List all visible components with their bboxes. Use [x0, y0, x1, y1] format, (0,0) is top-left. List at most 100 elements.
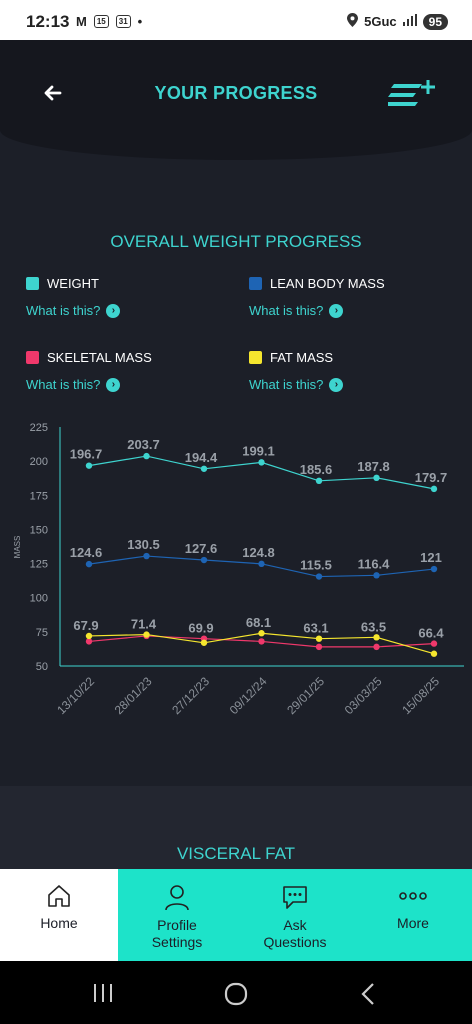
calendar-icon: 31 [115, 15, 131, 28]
x-tick-label: 03/03/25 [342, 674, 385, 717]
nav-label: More [397, 915, 429, 931]
data-point [315, 477, 323, 485]
data-point [373, 634, 380, 641]
x-tick-label: 13/10/22 [54, 674, 97, 717]
data-point [200, 465, 208, 472]
data-label: 66.4 [418, 626, 444, 641]
legend-label: SKELETAL MASS [47, 350, 152, 365]
y-tick-label: 75 [36, 627, 48, 639]
brand-logo-icon [385, 78, 442, 112]
data-point [143, 552, 150, 560]
status-time: 12:13 [26, 12, 70, 31]
data-point [85, 462, 93, 469]
data-label: 63.1 [303, 621, 328, 636]
data-label: 69.9 [188, 621, 213, 636]
what-is-this-label: What is this? [26, 303, 101, 318]
what-is-this-skeletal-mass[interactable]: What is this? › [26, 377, 121, 392]
data-point [258, 560, 265, 568]
back-button[interactable] [40, 80, 66, 106]
system-back-icon[interactable] [358, 982, 378, 1006]
status-right: 5Guc 95 [347, 13, 448, 30]
profile-icon [165, 885, 189, 911]
data-point [143, 452, 150, 460]
system-nav-bar [0, 961, 472, 1024]
data-point [85, 560, 93, 568]
x-tick-label: 09/12/24 [227, 674, 270, 717]
legend-lean-body-mass: LEAN BODY MASS [249, 276, 385, 291]
legend-fat-mass: FAT MASS [249, 350, 333, 365]
nav-home[interactable]: Home [0, 869, 118, 961]
data-point [430, 640, 438, 647]
y-tick-label: 175 [30, 490, 48, 502]
data-label: 199.1 [242, 443, 275, 458]
dot-icon: • [137, 14, 143, 29]
data-label: 124.8 [242, 545, 275, 560]
visceral-fat-title: VISCERAL FAT [176, 844, 296, 863]
nav-profile-settings[interactable]: Profile Settings [118, 869, 236, 961]
chevron-right-icon: › [106, 303, 121, 318]
status-bar: 12:13 M 15 31 • 5Guc 95 [0, 0, 472, 40]
nav-ask-questions[interactable]: Ask Questions [236, 869, 354, 961]
legend-skeletal-mass: SKELETAL MASS [26, 350, 152, 365]
x-tick-label: 29/01/25 [284, 674, 327, 717]
what-is-this-label: What is this? [249, 303, 324, 318]
y-tick-label: 100 [30, 593, 48, 605]
data-point [373, 572, 380, 579]
battery-icon: 95 [422, 13, 448, 30]
data-label: 203.7 [127, 437, 160, 452]
data-label: 116.4 [358, 556, 391, 571]
data-point [200, 639, 208, 646]
data-label: 130.5 [127, 537, 160, 552]
location-icon [347, 13, 359, 30]
what-is-this-weight[interactable]: What is this? › [26, 303, 121, 318]
legend-swatch [249, 351, 262, 364]
chevron-right-icon: › [106, 377, 121, 392]
legend-label: LEAN BODY MASS [270, 276, 385, 291]
legend-swatch [249, 277, 262, 290]
data-point [430, 485, 438, 493]
gmail-icon: M [76, 14, 87, 29]
data-label: 121 [420, 550, 442, 565]
what-is-this-fat-mass[interactable]: What is this? › [249, 377, 344, 392]
data-point [315, 643, 323, 651]
what-is-this-lean-body-mass[interactable]: What is this? › [249, 303, 344, 318]
page-title: YOUR PROGRESS [154, 83, 318, 103]
y-tick-label: 125 [30, 559, 48, 571]
data-label: 63.5 [361, 619, 386, 634]
chevron-right-icon: › [329, 303, 344, 318]
legend-weight: WEIGHT [26, 276, 99, 291]
data-label: 196.7 [70, 447, 103, 462]
x-tick-label: 28/01/23 [112, 674, 155, 717]
chat-icon [283, 886, 307, 909]
data-point [315, 573, 323, 580]
notification-icon-a: 15 [93, 15, 109, 28]
data-label: 187.8 [357, 459, 390, 474]
bottom-nav: Home Profile Settings Ask Questions More [0, 869, 472, 961]
data-label: 124.6 [70, 545, 103, 560]
data-label: 179.7 [415, 470, 448, 485]
y-axis-label: MASS [13, 536, 22, 559]
signal-icon [402, 14, 417, 29]
legend-swatch [26, 277, 39, 290]
section-title: OVERALL WEIGHT PROGRESS [110, 232, 362, 251]
network-label: 5Guc [364, 14, 397, 29]
y-tick-label: 50 [36, 661, 48, 673]
data-point [200, 556, 208, 564]
data-point [258, 630, 265, 637]
x-tick-label: 15/08/25 [399, 674, 442, 717]
legend-swatch [26, 351, 39, 364]
recent-apps-icon[interactable] [92, 983, 114, 1003]
data-point [430, 650, 438, 657]
data-point [258, 638, 265, 645]
nav-more[interactable]: More [354, 869, 472, 961]
data-label: 185.6 [300, 462, 333, 477]
legend-label: FAT MASS [270, 350, 334, 365]
weight-progress-chart: 50 75 100 125 150 175 200 225 MASS 13/10/22 28/01/… [13, 422, 464, 717]
y-tick-label: 225 [30, 422, 48, 434]
data-label: 67.9 [73, 618, 98, 633]
y-tick-label: 150 [30, 524, 48, 536]
home-circle-icon[interactable] [224, 982, 248, 1006]
data-label: 127.6 [185, 541, 218, 556]
data-point [315, 635, 323, 642]
arrow-left-icon [44, 85, 62, 101]
